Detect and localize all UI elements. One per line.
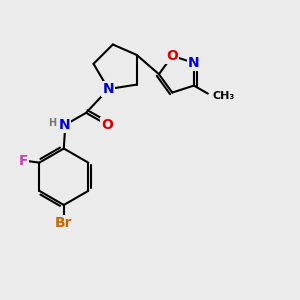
Text: F: F — [18, 154, 28, 168]
Text: O: O — [166, 49, 178, 63]
Text: N: N — [188, 56, 200, 70]
Text: Br: Br — [55, 216, 73, 230]
Text: CH₃: CH₃ — [213, 91, 235, 101]
Text: O: O — [101, 118, 113, 132]
Text: N: N — [103, 82, 114, 96]
Text: H: H — [48, 118, 57, 128]
Text: N: N — [58, 118, 70, 132]
